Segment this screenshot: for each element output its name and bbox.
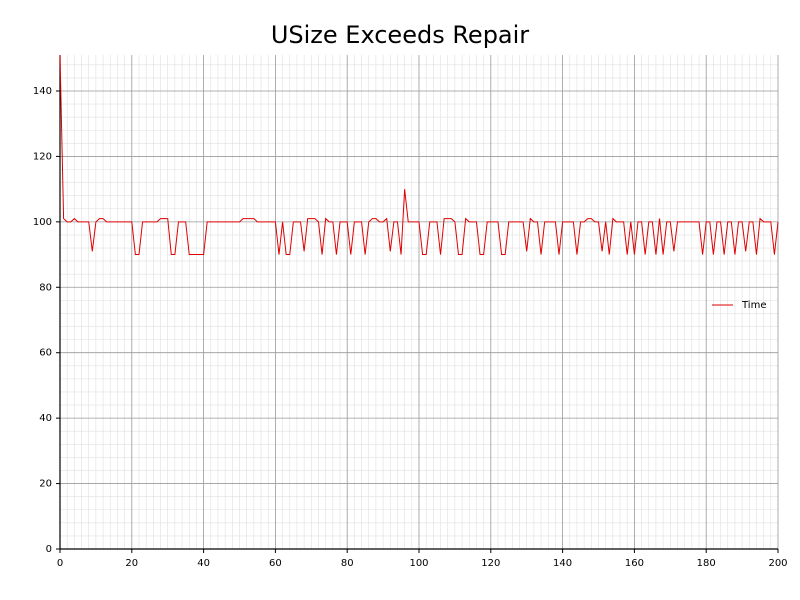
x-tick-label: 160 [625,558,644,569]
y-tick-label: 20 [39,479,52,490]
x-tick-label: 40 [197,558,210,569]
y-tick-label: 0 [46,544,52,555]
y-tick-label: 40 [39,413,52,424]
x-tick-label: 20 [125,558,138,569]
chart-title: USize Exceeds Repair [271,21,529,49]
y-tick-label: 60 [39,348,52,359]
x-tick-label: 140 [553,558,572,569]
x-tick-label: 0 [57,558,63,569]
x-tick-label: 80 [341,558,354,569]
y-tick-label: 100 [33,217,52,228]
legend-label: Time [741,300,766,311]
y-tick-label: 80 [39,282,52,293]
y-tick-label: 140 [33,86,52,97]
y-tick-label: 120 [33,151,52,162]
x-tick-label: 200 [768,558,787,569]
series-line [59,54,779,256]
x-tick-label: 60 [269,558,282,569]
x-tick-label: 120 [481,558,500,569]
x-tick-label: 100 [409,558,428,569]
x-tick-label: 180 [697,558,716,569]
